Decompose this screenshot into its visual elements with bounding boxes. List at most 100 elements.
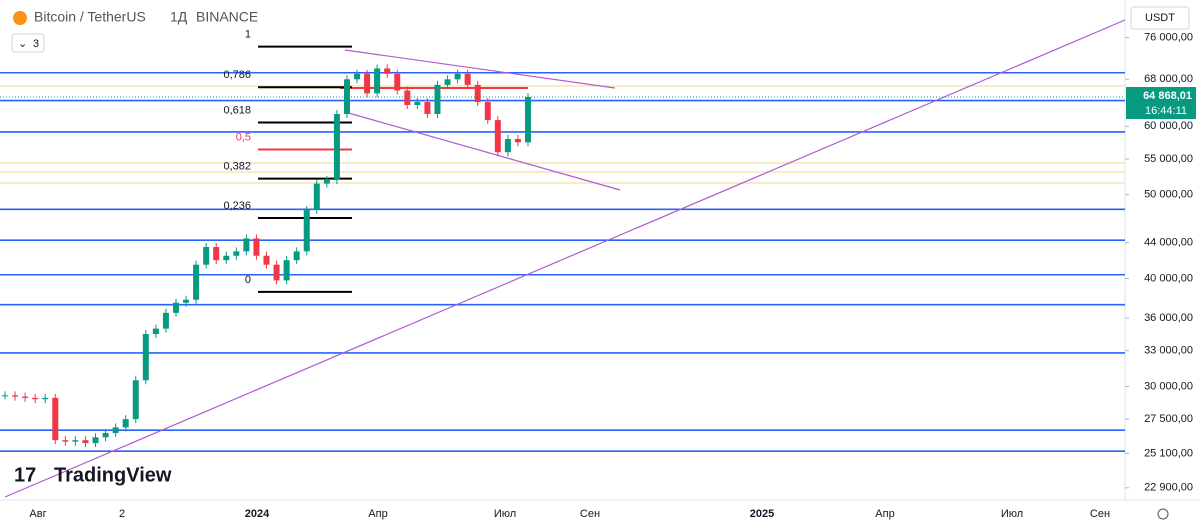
price-tick-label: 50 000,00 (1144, 189, 1193, 201)
candle (193, 264, 200, 300)
candle (514, 139, 521, 143)
price-tick-label: 68 000,00 (1144, 73, 1193, 85)
trendline (4, 19, 1126, 498)
time-label: Июл (494, 508, 516, 520)
candle (213, 247, 220, 261)
countdown: 16:44:11 (1145, 105, 1187, 117)
candle (494, 120, 501, 153)
candle (263, 255, 270, 265)
candle (303, 210, 310, 252)
currency-button[interactable] (1130, 6, 1190, 30)
fib-label: 0,236 (223, 200, 251, 212)
candle (72, 440, 79, 442)
candle (414, 102, 421, 106)
candle (62, 440, 69, 442)
price-tick-label: 27 500,00 (1144, 413, 1193, 425)
candle (525, 97, 531, 143)
candle (444, 79, 451, 85)
candle (183, 299, 190, 303)
fib-label: 0,786 (223, 69, 251, 81)
price-tick-label: 22 900,00 (1144, 482, 1193, 494)
candle (354, 73, 361, 80)
price-tick-label: 76 000,00 (1144, 31, 1193, 43)
candle (142, 334, 149, 381)
price-tick-label: 30 000,00 (1144, 380, 1193, 392)
candle (454, 73, 461, 80)
candle (132, 380, 139, 420)
candle (42, 397, 49, 400)
price-tick-label: 60 000,00 (1144, 120, 1193, 132)
candle (2, 395, 8, 397)
trendline (344, 49, 616, 89)
candle (172, 302, 179, 313)
price-badge (1126, 87, 1196, 120)
candle (273, 264, 280, 281)
time-label: 2 (119, 508, 125, 520)
candle (32, 397, 39, 400)
logo: TradingView (54, 464, 172, 486)
candle (333, 113, 340, 181)
time-label: 2024 (245, 508, 270, 520)
candle (112, 427, 119, 434)
fib-label: 0,618 (223, 104, 251, 116)
candle (12, 395, 19, 397)
time-label: Сен (580, 508, 600, 520)
candle (283, 260, 290, 281)
time-label: Июл (1001, 508, 1023, 520)
price-tick-label: 25 100,00 (1144, 447, 1193, 459)
candle (464, 73, 471, 85)
candle (152, 328, 159, 335)
price-tick-label: 40 000,00 (1144, 272, 1193, 284)
indicators-toggle[interactable] (11, 33, 45, 53)
candle (243, 238, 250, 252)
interval[interactable]: 1Д (170, 9, 188, 25)
price-tick-label: 55 000,00 (1144, 153, 1193, 165)
candle (343, 79, 350, 114)
candle (394, 73, 401, 91)
candle (384, 68, 391, 74)
logo-mark: 17 (14, 464, 36, 486)
price-tick-label: 44 000,00 (1144, 237, 1193, 249)
price-tick-label: 36 000,00 (1144, 312, 1193, 324)
candle (92, 437, 99, 444)
candle (323, 180, 330, 184)
candle (424, 102, 431, 114)
exchange: BINANCE (196, 9, 258, 25)
candle (434, 84, 441, 114)
fib-label: 0,5 (236, 131, 251, 143)
candle (374, 68, 381, 94)
candle (122, 419, 129, 428)
candle (253, 238, 260, 256)
candle (22, 396, 29, 398)
time-label: Авг (29, 508, 46, 520)
symbol-icon (13, 11, 27, 25)
candle (162, 312, 169, 329)
currency: USDT (1145, 12, 1175, 24)
symbol: Bitcoin / TetherUS (34, 9, 146, 25)
time-label: 2025 (750, 508, 774, 520)
candle (203, 247, 210, 265)
price-badge-label: 64 868,01 (1143, 90, 1192, 102)
candle (223, 255, 230, 261)
candle (474, 84, 481, 103)
settings-icon[interactable] (1157, 508, 1169, 520)
fib-label: 1 (245, 28, 251, 40)
candle (102, 433, 109, 438)
fib-label: 0,382 (223, 160, 251, 172)
candle (52, 397, 59, 441)
candle (233, 251, 240, 256)
candle (404, 90, 411, 106)
candle (293, 251, 300, 261)
fib-label: 0 (245, 274, 251, 286)
time-label: Сен (1090, 508, 1110, 520)
candle (313, 183, 320, 211)
time-label: Апр (875, 508, 894, 520)
candle (364, 73, 371, 94)
time-label: Апр (368, 508, 387, 520)
candle (82, 440, 89, 444)
indicators-count: 3 (33, 38, 39, 50)
price-tick-label: 33 000,00 (1144, 345, 1193, 357)
trendline (344, 111, 621, 191)
